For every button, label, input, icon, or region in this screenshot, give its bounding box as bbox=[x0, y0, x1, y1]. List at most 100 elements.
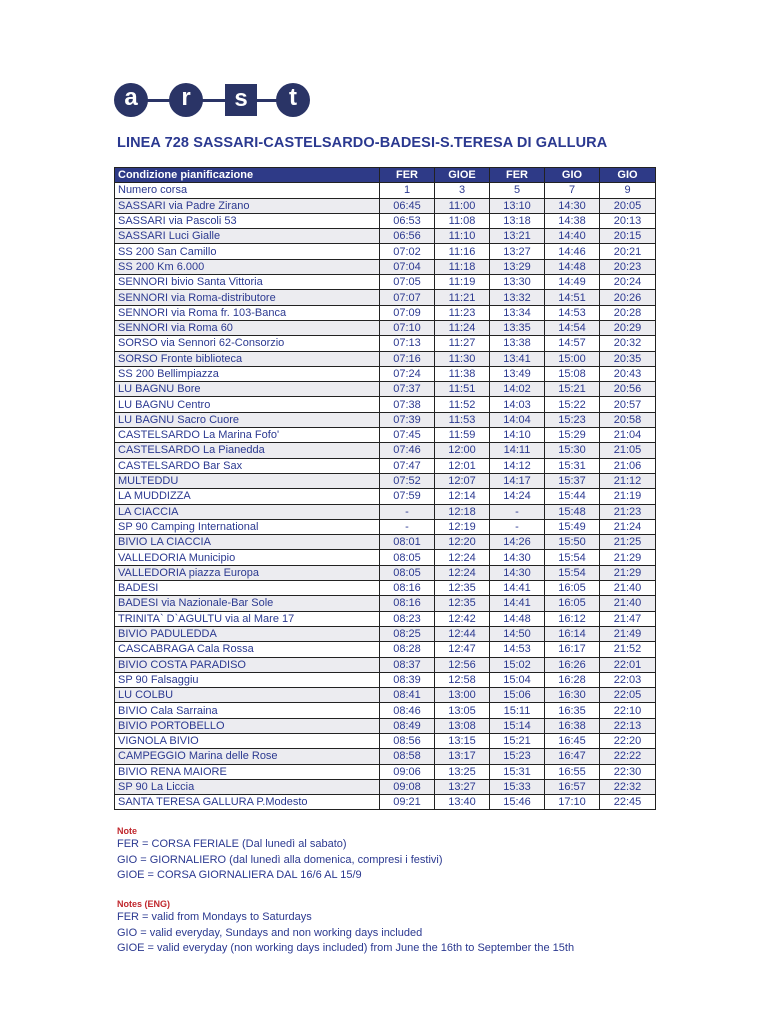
time-cell: 16:05 bbox=[544, 580, 600, 597]
time-cell: 12:19 bbox=[434, 518, 490, 536]
time-cell: 20:58 bbox=[599, 411, 656, 429]
stop-name-cell: SASSARI Luci Gialle bbox=[114, 228, 380, 245]
time-cell: 22:01 bbox=[599, 656, 656, 673]
time-cell: 13:21 bbox=[489, 228, 545, 245]
note-line: FER = valid from Mondays to Saturdays bbox=[117, 911, 312, 923]
time-cell: 21:06 bbox=[599, 457, 656, 474]
time-cell: - bbox=[489, 503, 545, 520]
time-cell: 14:48 bbox=[489, 610, 545, 627]
timetable: Condizione pianificazione FER GIOE FER G… bbox=[114, 166, 656, 811]
stop-row: LU BAGNU Sacro Cuore 07:39 11:53 14:04 15:23… bbox=[114, 411, 656, 429]
time-cell: 11:24 bbox=[434, 319, 490, 337]
time-cell: 16:14 bbox=[544, 625, 600, 643]
stop-row: SASSARI via Padre Zirano 06:45 11:00 13:10 1… bbox=[114, 197, 656, 214]
note-line: GIOE = CORSA GIORNALIERA DAL 16/6 AL 15/… bbox=[117, 869, 362, 881]
time-cell: 15:14 bbox=[489, 717, 545, 734]
notes-heading: Notes (ENG) bbox=[117, 899, 171, 909]
stop-name-cell: BIVIO LA CIACCIA bbox=[114, 534, 380, 551]
time-cell: 13:10 bbox=[489, 197, 545, 214]
time-cell: 15:06 bbox=[489, 687, 545, 704]
time-cell: 14:12 bbox=[489, 457, 545, 474]
time-cell: 12:01 bbox=[434, 457, 490, 474]
time-cell: 14:49 bbox=[544, 274, 600, 291]
stop-name-cell: Numero corsa bbox=[114, 182, 380, 199]
stop-name-cell: SP 90 Falsaggiu bbox=[114, 671, 380, 689]
time-cell: 14:30 bbox=[489, 549, 545, 566]
time-cell: 21:12 bbox=[599, 472, 656, 490]
time-cell: 15:50 bbox=[544, 534, 600, 551]
stop-name-cell: SS 200 San Camillo bbox=[114, 243, 380, 260]
time-cell: 21:05 bbox=[599, 442, 656, 459]
time-cell: 07:47 bbox=[379, 457, 435, 474]
note-line: FER = CORSA FERIALE (Dal lunedì al sabat… bbox=[117, 838, 347, 850]
time-cell: 11:51 bbox=[434, 381, 490, 398]
time-cell: 13:41 bbox=[489, 350, 545, 367]
stop-row: BIVIO LA CIACCIA 08:01 12:20 14:26 15:50 21:2… bbox=[114, 534, 656, 551]
run-number-row: Numero corsa 1 3 5 7 9 bbox=[114, 182, 656, 199]
time-cell: 20:43 bbox=[599, 365, 656, 383]
stop-row: CASTELSARDO Bar Sax 07:47 12:01 14:12 15:31 2… bbox=[114, 457, 656, 474]
stop-name-cell: VALLEDORIA piazza Europa bbox=[114, 564, 380, 582]
time-cell: 15:23 bbox=[489, 748, 545, 765]
time-cell: 15:22 bbox=[544, 396, 600, 413]
time-cell: 07:39 bbox=[379, 411, 435, 429]
time-cell: 08:46 bbox=[379, 702, 435, 719]
time-cell: 07:09 bbox=[379, 304, 435, 321]
time-cell: 07:37 bbox=[379, 381, 435, 398]
stop-row: BIVIO PORTOBELLO 08:49 13:08 15:14 16:38 22:1… bbox=[114, 717, 656, 734]
time-cell: 15:02 bbox=[489, 656, 545, 673]
stop-row: VIGNOLA BIVIO 08:56 13:15 15:21 16:45 22:20 bbox=[114, 732, 656, 750]
time-cell: 07:04 bbox=[379, 258, 435, 276]
time-cell: 14:30 bbox=[544, 197, 600, 214]
stop-row: BIVIO COSTA PARADISO 08:37 12:56 15:02 16:26… bbox=[114, 656, 656, 673]
stop-name-cell: LU BAGNU Bore bbox=[114, 381, 380, 398]
header-cell: FER bbox=[489, 166, 545, 184]
time-cell: 21:29 bbox=[599, 564, 656, 582]
time-cell: 08:25 bbox=[379, 625, 435, 643]
stop-row: LA MUDDIZZA 07:59 12:14 14:24 15:44 21:19 bbox=[114, 488, 656, 505]
time-cell: 13:40 bbox=[434, 794, 490, 811]
time-cell: 20:56 bbox=[599, 381, 656, 398]
time-cell: 07:07 bbox=[379, 289, 435, 306]
stop-name-cell: CASTELSARDO La Marina Fofo' bbox=[114, 427, 380, 444]
stop-row: LA CIACCIA -12:18-15:48 21:23 bbox=[114, 503, 656, 520]
stop-row: BADESI 08:16 12:35 14:41 16:05 21:40 bbox=[114, 580, 656, 597]
logo-letter-t: t bbox=[276, 83, 310, 117]
time-cell: 14:17 bbox=[489, 472, 545, 490]
time-cell: 14:38 bbox=[544, 212, 600, 230]
time-cell: 11:30 bbox=[434, 350, 490, 367]
time-cell: 15:54 bbox=[544, 564, 600, 582]
time-cell: 12:18 bbox=[434, 503, 490, 520]
time-cell: 12:42 bbox=[434, 610, 490, 627]
time-cell: 15:46 bbox=[489, 794, 545, 811]
time-cell: 20:24 bbox=[599, 274, 656, 291]
header-cell: FER bbox=[379, 166, 435, 184]
time-cell: 20:32 bbox=[599, 335, 656, 352]
note-line: GIO = GIORNALIERO (dal lunedì alla domen… bbox=[117, 853, 443, 866]
stop-row: CASCABRAGA Cala Rossa 08:28 12:47 14:53 16:1… bbox=[114, 641, 656, 658]
time-cell: 21:04 bbox=[599, 427, 656, 444]
stop-row: VALLEDORIA Municipio 08:05 12:24 14:30 15:54… bbox=[114, 549, 656, 566]
stop-name-cell: BIVIO PORTOBELLO bbox=[114, 717, 380, 734]
stop-name-cell: BIVIO PADULEDDA bbox=[114, 625, 380, 643]
page-title: LINEA 728 SASSARI-CASTELSARDO-BADESI-S.T… bbox=[117, 135, 608, 151]
time-cell: 13:49 bbox=[489, 365, 545, 383]
time-cell: 15:21 bbox=[489, 732, 545, 750]
time-cell: 11:38 bbox=[434, 365, 490, 383]
time-cell: 15:31 bbox=[489, 763, 545, 780]
time-cell: 15:00 bbox=[544, 350, 600, 367]
time-cell: 20:23 bbox=[599, 258, 656, 276]
time-cell: 13:27 bbox=[489, 243, 545, 260]
time-cell: 12:00 bbox=[434, 442, 490, 459]
time-cell: 09:06 bbox=[379, 763, 435, 780]
time-cell: 08:16 bbox=[379, 595, 435, 612]
time-cell: 14:24 bbox=[489, 488, 545, 505]
header-cell: GIO bbox=[544, 166, 600, 184]
time-cell: 11:53 bbox=[434, 411, 490, 429]
time-cell: 9 bbox=[599, 182, 656, 199]
time-cell: 15:37 bbox=[544, 472, 600, 490]
time-cell: 16:26 bbox=[544, 656, 600, 673]
time-cell: 15:04 bbox=[489, 671, 545, 689]
time-cell: 07:45 bbox=[379, 427, 435, 444]
time-cell: 08:41 bbox=[379, 687, 435, 704]
